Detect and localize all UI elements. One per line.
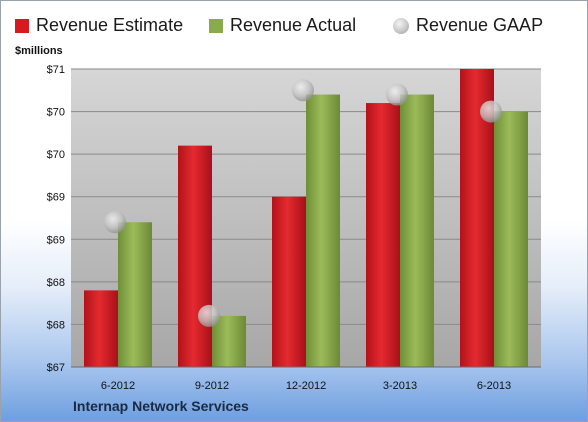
gaap-points bbox=[104, 79, 502, 327]
legend-label-gaap: Revenue GAAP bbox=[416, 15, 544, 35]
legend: Revenue Estimate Revenue Actual Revenue … bbox=[1, 15, 587, 43]
gaap-point bbox=[386, 83, 408, 106]
legend-item-estimate: Revenue Estimate bbox=[15, 15, 183, 36]
estimate-bar bbox=[366, 103, 400, 368]
y-axis-unit-label: $millions bbox=[15, 45, 63, 57]
legend-item-gaap: Revenue GAAP bbox=[393, 15, 543, 36]
estimate-bar bbox=[272, 196, 306, 367]
y-tick-label: $68 bbox=[47, 277, 65, 289]
y-tick-label: $70 bbox=[47, 149, 65, 161]
x-tick-label: 12-2012 bbox=[286, 380, 326, 392]
estimate-bar bbox=[178, 145, 212, 367]
gaap-point bbox=[292, 79, 314, 102]
x-tick-label: 9-2012 bbox=[195, 380, 229, 392]
y-tick-label: $71 bbox=[47, 64, 65, 76]
bars bbox=[84, 69, 528, 368]
actual-bar bbox=[494, 111, 528, 367]
y-tick-label: $69 bbox=[47, 192, 65, 204]
actual-bar bbox=[118, 222, 152, 367]
x-axis-ticks: 6-2012 9-2012 12-2012 3-2013 6-2013 bbox=[71, 366, 541, 392]
legend-swatch-actual bbox=[209, 18, 223, 33]
actual-bar bbox=[212, 315, 246, 367]
x-tick-label: 6-2013 bbox=[477, 380, 511, 392]
x-tick-label: 6-2012 bbox=[101, 380, 135, 392]
gaap-point bbox=[104, 211, 126, 234]
y-tick-label: $70 bbox=[47, 107, 65, 119]
y-axis-ticks: $67 $68 $68 $69 $69 $70 $70 $71 bbox=[47, 64, 65, 374]
gaap-point bbox=[198, 304, 220, 327]
legend-label-actual: Revenue Actual bbox=[230, 15, 357, 35]
x-tick-label: 3-2013 bbox=[383, 380, 417, 392]
gaap-point bbox=[480, 100, 502, 123]
legend-dot-gaap bbox=[393, 17, 409, 34]
y-tick-label: $67 bbox=[47, 362, 65, 374]
company-label: Internap Network Services bbox=[73, 398, 249, 414]
legend-item-actual: Revenue Actual bbox=[209, 15, 356, 36]
legend-swatch-estimate bbox=[15, 18, 29, 33]
y-tick-label: $69 bbox=[47, 234, 65, 246]
estimate-bar bbox=[84, 290, 118, 367]
actual-bar bbox=[306, 94, 340, 368]
legend-label-estimate: Revenue Estimate bbox=[36, 15, 184, 35]
actual-bar bbox=[400, 94, 434, 368]
y-tick-label: $68 bbox=[47, 319, 65, 331]
